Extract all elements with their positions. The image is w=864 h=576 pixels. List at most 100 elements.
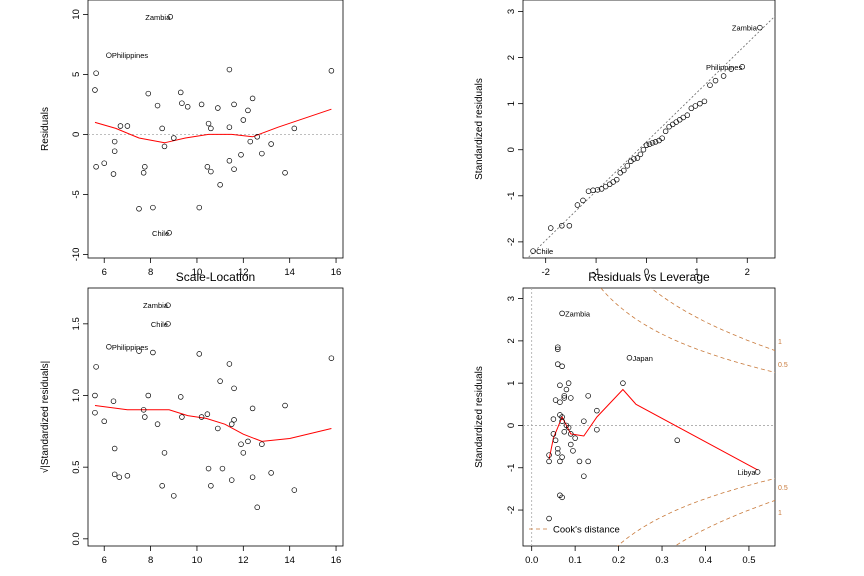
data-point	[684, 112, 691, 118]
data-point	[92, 87, 98, 93]
y-tick-label: -5	[71, 190, 82, 198]
data-point	[546, 515, 552, 522]
y-axis-label: Standardized residuals	[474, 366, 485, 468]
data-point	[145, 392, 152, 399]
data-point	[226, 361, 233, 367]
data-point	[559, 454, 565, 460]
data-point	[585, 393, 591, 399]
data-point	[568, 395, 574, 401]
data-point	[674, 437, 680, 444]
data-point	[268, 141, 274, 147]
point-annotation: Libya	[738, 468, 757, 477]
data-point	[720, 73, 727, 79]
data-point	[594, 187, 601, 193]
data-point	[215, 105, 221, 111]
data-point	[568, 441, 574, 448]
data-point	[150, 204, 156, 211]
point-annotation: Zambia	[143, 301, 169, 310]
plot-frame	[522, 0, 776, 259]
x-tick-label: 16	[331, 267, 342, 278]
data-point	[111, 148, 118, 154]
data-point	[228, 477, 235, 483]
data-point	[219, 465, 226, 472]
data-point	[92, 392, 98, 399]
data-point	[565, 424, 572, 431]
data-point	[624, 163, 631, 169]
qq-reference-line	[527, 15, 775, 258]
data-point	[594, 426, 600, 433]
data-point	[707, 82, 713, 88]
data-point	[249, 95, 256, 102]
data-point	[110, 171, 117, 177]
data-point	[196, 204, 203, 211]
x-tick-label: 6	[102, 555, 107, 566]
data-point	[555, 445, 561, 452]
data-point	[555, 450, 561, 456]
plot-frame	[522, 287, 776, 547]
resid_fitted-plot: 6 8 10 12 14 16 -10 -5 0 5 10 Residuals Zambia Philip…	[40, 0, 344, 278]
cooks-distance-contour	[674, 500, 775, 546]
data-point	[217, 182, 223, 188]
data-point	[226, 158, 233, 164]
data-point	[217, 378, 223, 384]
data-point	[728, 66, 734, 72]
data-point	[561, 393, 568, 399]
data-point	[117, 123, 124, 129]
y-tick-label: 1	[506, 101, 517, 106]
y-tick-label: 3	[506, 296, 517, 301]
data-point	[111, 471, 118, 478]
data-point	[739, 64, 745, 70]
data-point	[205, 465, 212, 472]
x-tick-label: 12	[238, 267, 249, 278]
data-point	[701, 98, 708, 105]
data-point	[754, 469, 761, 475]
data-point	[161, 143, 168, 150]
data-point	[238, 441, 244, 447]
data-point	[617, 170, 624, 176]
legend-label: Cook's distance	[553, 525, 620, 536]
x-tick-label: 0.0	[525, 555, 538, 566]
data-point	[561, 429, 568, 435]
data-point	[640, 146, 647, 153]
data-point	[626, 355, 633, 361]
data-point	[291, 487, 298, 493]
data-point	[580, 197, 586, 204]
y-tick-label: 0	[506, 147, 517, 152]
point-annotation: Philippines	[112, 343, 149, 352]
data-point	[590, 187, 596, 194]
x-tick-label: 12	[238, 555, 249, 566]
data-point	[552, 437, 559, 444]
point-annotation: Philippines	[112, 51, 149, 60]
data-point	[559, 310, 565, 317]
data-point	[196, 351, 203, 357]
data-point	[226, 66, 233, 73]
data-point	[208, 483, 214, 489]
data-point	[581, 473, 587, 479]
data-point	[254, 134, 260, 140]
x-tick-label: 14	[284, 267, 295, 278]
data-point	[116, 474, 123, 480]
x-tick-label: 0.5	[742, 555, 755, 566]
cooks-distance-contour	[650, 288, 775, 351]
data-point	[328, 355, 335, 361]
data-point	[757, 24, 763, 31]
chart-title: Scale-Location	[176, 270, 255, 284]
data-point	[680, 114, 687, 121]
data-point	[669, 121, 676, 128]
data-point	[649, 140, 656, 146]
data-point	[688, 105, 695, 112]
x-tick-label: 0.4	[699, 555, 712, 566]
data-point	[576, 458, 583, 465]
data-point	[204, 164, 211, 170]
cooks-contour-label: 0.5	[778, 485, 788, 492]
data-point	[594, 407, 600, 414]
x-tick-label: 14	[284, 555, 295, 566]
x-tick-label: 8	[148, 555, 153, 566]
point-annotation: Chile	[151, 320, 168, 329]
data-point	[92, 409, 98, 416]
data-point	[179, 414, 185, 420]
data-point	[238, 152, 244, 158]
data-point	[557, 382, 563, 389]
data-point	[621, 167, 627, 174]
data-point	[136, 206, 142, 212]
